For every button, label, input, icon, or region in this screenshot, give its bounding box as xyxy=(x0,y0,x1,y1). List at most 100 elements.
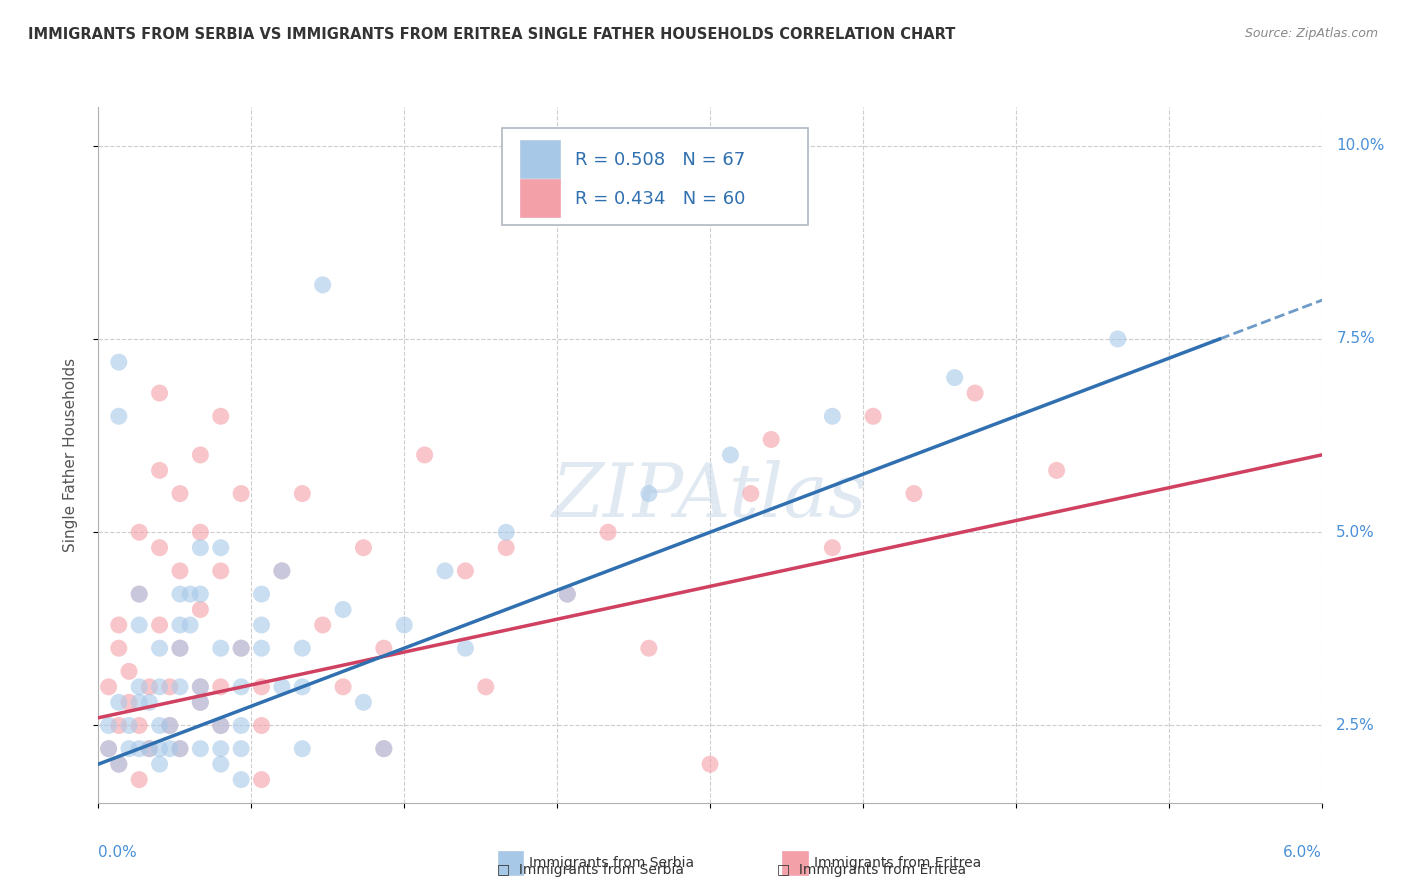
Point xyxy=(128,587,150,601)
Point xyxy=(188,541,212,555)
Point xyxy=(761,433,783,447)
Point xyxy=(209,541,232,555)
Point xyxy=(474,680,498,694)
Point xyxy=(179,587,201,601)
Point xyxy=(169,641,191,656)
Point xyxy=(97,741,120,756)
Point xyxy=(188,587,212,601)
Point xyxy=(311,277,335,292)
Point xyxy=(598,525,620,540)
Point xyxy=(159,718,181,732)
Point xyxy=(495,525,517,540)
Point xyxy=(149,541,172,555)
Point xyxy=(159,680,181,694)
Text: □  Immigrants from Serbia: □ Immigrants from Serbia xyxy=(496,863,685,877)
Text: ZIPAtlas: ZIPAtlas xyxy=(553,460,868,533)
Point xyxy=(149,680,172,694)
Point xyxy=(118,695,141,709)
Text: Immigrants from Eritrea: Immigrants from Eritrea xyxy=(814,856,981,870)
Point xyxy=(149,741,172,756)
Point xyxy=(188,741,212,756)
Point xyxy=(209,741,232,756)
Point xyxy=(209,409,232,424)
Point xyxy=(392,618,416,632)
Point xyxy=(108,355,131,369)
Point xyxy=(373,641,395,656)
Point xyxy=(149,757,172,772)
Point xyxy=(291,680,314,694)
Point xyxy=(454,564,477,578)
Point xyxy=(821,541,844,555)
Text: R = 0.508   N = 67: R = 0.508 N = 67 xyxy=(575,151,745,169)
Text: 6.0%: 6.0% xyxy=(1282,845,1322,860)
Point xyxy=(963,386,986,401)
Point xyxy=(250,641,273,656)
Point xyxy=(118,665,141,679)
Point xyxy=(231,741,253,756)
Point xyxy=(138,741,160,756)
Point xyxy=(718,448,742,462)
Point xyxy=(149,618,172,632)
Point xyxy=(159,741,181,756)
Point xyxy=(352,541,374,555)
Point xyxy=(169,486,191,500)
Point xyxy=(209,680,232,694)
Point xyxy=(373,741,395,756)
Text: Immigrants from Serbia: Immigrants from Serbia xyxy=(530,856,695,870)
Point xyxy=(97,741,120,756)
Point xyxy=(1045,463,1069,477)
Point xyxy=(159,718,181,732)
Point xyxy=(903,486,925,500)
Point xyxy=(231,718,253,732)
Point xyxy=(169,618,191,632)
Text: 5.0%: 5.0% xyxy=(1336,524,1375,540)
Point xyxy=(250,680,273,694)
Point xyxy=(291,741,314,756)
Point xyxy=(169,680,191,694)
Point xyxy=(138,680,160,694)
Point xyxy=(433,564,456,578)
Text: 0.0%: 0.0% xyxy=(98,845,138,860)
Point xyxy=(188,525,212,540)
Point xyxy=(250,718,273,732)
Point xyxy=(188,602,212,616)
Point xyxy=(188,680,212,694)
Point xyxy=(250,587,273,601)
Y-axis label: Single Father Households: Single Father Households xyxy=(63,358,77,552)
Point xyxy=(373,741,395,756)
Point xyxy=(128,741,150,756)
Point xyxy=(169,587,191,601)
Point xyxy=(231,772,253,787)
Point xyxy=(149,641,172,656)
Point xyxy=(108,409,131,424)
Point xyxy=(270,564,292,578)
Point xyxy=(332,680,354,694)
Point xyxy=(169,564,191,578)
Point xyxy=(637,641,661,656)
Point xyxy=(231,486,253,500)
Point xyxy=(555,587,579,601)
Text: Source: ZipAtlas.com: Source: ZipAtlas.com xyxy=(1244,27,1378,40)
Point xyxy=(270,680,292,694)
Point xyxy=(291,641,314,656)
Point xyxy=(943,370,966,384)
Point xyxy=(97,680,120,694)
Point xyxy=(188,695,212,709)
Point xyxy=(495,541,517,555)
Point xyxy=(138,741,160,756)
Text: 7.5%: 7.5% xyxy=(1336,332,1375,346)
Point xyxy=(149,386,172,401)
Point xyxy=(108,718,131,732)
Point xyxy=(128,695,150,709)
Point xyxy=(188,680,212,694)
Point xyxy=(555,587,579,601)
Point xyxy=(169,741,191,756)
Point xyxy=(118,718,141,732)
Point xyxy=(209,718,232,732)
Point xyxy=(862,409,884,424)
Point xyxy=(128,680,150,694)
Point xyxy=(108,757,131,772)
Point xyxy=(149,718,172,732)
Point xyxy=(138,695,160,709)
Point xyxy=(250,618,273,632)
